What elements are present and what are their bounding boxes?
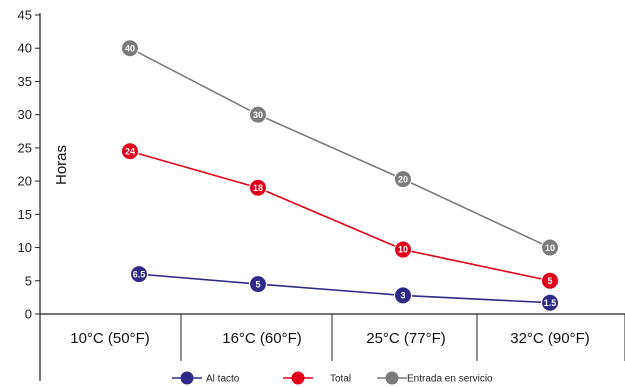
data-point-1-0 — [121, 142, 139, 161]
legend-marker-2 — [385, 371, 399, 385]
data-label-1-1: 18 — [253, 183, 263, 193]
data-label-0-2: 3 — [400, 291, 405, 301]
y-tick-label-25: 25 — [18, 140, 32, 155]
data-point-0-3 — [541, 293, 559, 312]
y-tick-label-15: 15 — [18, 207, 32, 222]
legend-label-1: Total — [330, 374, 351, 385]
legend: Al tacto Total Entrada en servicio — [172, 371, 493, 385]
data-point-2-3 — [541, 238, 559, 257]
data-point-0-0 — [130, 265, 148, 284]
y-tick-label-5: 5 — [25, 273, 32, 288]
y-tick-label-40: 40 — [18, 41, 32, 56]
legend-label-0: Al tacto — [206, 374, 240, 385]
x-tick-label-2: 25°C (77°F) — [366, 330, 446, 347]
data-point-0-2 — [394, 286, 412, 305]
data-label-1-3: 5 — [547, 276, 552, 286]
data-label-2-3: 10 — [545, 243, 555, 253]
y-tick-label-35: 35 — [18, 74, 32, 89]
series-line-2 — [129, 47, 551, 249]
data-label-1-2: 10 — [398, 245, 408, 255]
y-tick-label-10: 10 — [18, 240, 32, 255]
data-label-2-0: 40 — [125, 43, 135, 53]
y-tick-label-30: 30 — [18, 107, 32, 122]
data-point-2-2 — [394, 170, 412, 189]
legend-marker-0 — [180, 371, 194, 385]
series-line-0 — [138, 273, 551, 304]
data-point-1-1 — [249, 178, 267, 197]
data-point-1-3 — [541, 271, 559, 290]
legend-marker-1 — [291, 371, 305, 385]
data-label-2-2: 20 — [398, 174, 408, 184]
legend-label-2: Entrada en servicio — [407, 374, 493, 385]
data-point-0-1 — [249, 275, 267, 294]
data-point-2-0 — [121, 39, 139, 58]
x-tick-label-1: 16°C (60°F) — [222, 330, 302, 347]
data-label-2-1: 30 — [253, 110, 263, 120]
y-tick-label-45: 45 — [18, 8, 32, 23]
series-line-1 — [129, 150, 551, 282]
x-tick-label-0: 10°C (50°F) — [70, 330, 150, 347]
y-tick-label-0: 0 — [25, 307, 32, 322]
data-point-2-1 — [249, 105, 267, 124]
data-label-1-0: 24 — [125, 146, 135, 156]
y-tick-label-20: 20 — [18, 174, 32, 189]
data-label-0-3: 1.5 — [544, 298, 557, 308]
data-label-0-0: 6.5 — [133, 269, 146, 279]
data-point-1-2 — [394, 240, 412, 259]
data-label-0-1: 5 — [255, 279, 260, 289]
series-layer: 6.5 5 3 1.5 24 18 10 5 40 30 20 10 — [121, 39, 559, 312]
x-tick-label-3: 32°C (90°F) — [510, 330, 590, 347]
y-axis-label: Horas — [53, 145, 70, 185]
